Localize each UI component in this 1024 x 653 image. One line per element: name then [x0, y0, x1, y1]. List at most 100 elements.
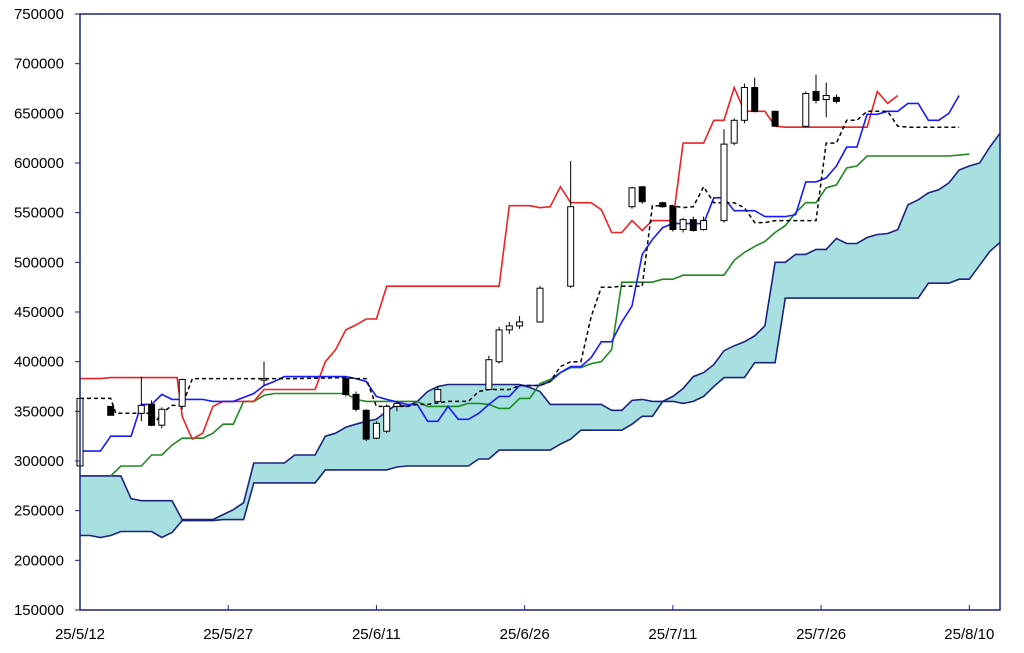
kumo-fill-segment: [866, 234, 878, 299]
lagging-span-line: [80, 85, 899, 441]
x-tick-label: 25/6/11: [352, 626, 401, 643]
candle-up: [567, 206, 575, 287]
kumo-fill-segment: [89, 475, 101, 538]
kumo-fill-segment: [928, 189, 940, 284]
x-tick-label: 25/7/26: [796, 626, 846, 643]
kumo-fill-segment: [457, 384, 469, 467]
kumo-fill-segment: [335, 426, 347, 471]
kumo-fill-segment: [989, 132, 1001, 253]
kumo-fill-segment: [79, 475, 91, 536]
kumo-fill-segment: [590, 404, 602, 431]
candle-down: [342, 378, 350, 396]
kumo-fill-segment: [641, 399, 653, 417]
kumo-fill-segment: [917, 192, 929, 300]
candle-up: [260, 378, 268, 381]
kumo-fill-segment: [100, 475, 111, 538]
candle-up: [802, 93, 810, 127]
candle-up: [700, 220, 708, 231]
candle-up: [720, 143, 728, 222]
y-tick-label: 450000: [14, 304, 64, 321]
y-tick-label: 200000: [14, 552, 64, 569]
kumo-fill-segment: [549, 404, 561, 451]
candle-up: [393, 402, 401, 407]
axes-layer: 150000 200000 250000 300000 350000 400000 4500…: [14, 6, 994, 643]
kumo-fill-segment: [294, 454, 306, 484]
base-line: [80, 110, 960, 422]
conversion-line: [80, 95, 960, 452]
y-tick-label: 600000: [14, 155, 64, 172]
kumo-fill-segment: [958, 165, 970, 280]
candle-up: [730, 119, 738, 144]
kumo-fill-segment: [887, 229, 899, 299]
kumo-fill-segment: [968, 162, 980, 281]
indicator-lines-layer: [80, 85, 970, 477]
candles-layer: [76, 74, 840, 476]
y-tick-label: 350000: [14, 403, 64, 420]
kumo-fill-segment: [815, 249, 827, 299]
kumo-fill-segment: [805, 248, 817, 299]
kumo-fill-segment: [304, 454, 316, 484]
kumo-fill-segment: [488, 384, 500, 460]
candle-down: [832, 96, 840, 102]
candle-down: [352, 393, 360, 410]
y-tick-label: 150000: [14, 602, 64, 619]
candle-up: [158, 408, 166, 426]
candle-up: [822, 95, 830, 100]
kumo-fill-segment: [324, 432, 336, 471]
kumo-fill-segment: [795, 254, 807, 299]
candle-up: [372, 422, 380, 439]
senkou-span-b-line: [80, 241, 1001, 539]
y-tick-label: 400000: [14, 354, 64, 371]
candle-up: [516, 321, 524, 327]
kumo-fill-segment: [130, 498, 142, 532]
kumo-fill-segment: [611, 409, 623, 431]
kumo-fill-segment: [406, 400, 418, 467]
y-tick-label: 650000: [14, 105, 64, 122]
senkou-span-a-line: [80, 132, 1001, 521]
candle-down: [669, 206, 677, 230]
y-tick-label: 550000: [14, 205, 64, 222]
kumo-fill-segment: [938, 182, 950, 284]
candle-down: [751, 87, 759, 112]
kumo-fill-segment: [110, 475, 122, 536]
candle-up: [485, 359, 493, 391]
candle-up: [383, 405, 391, 432]
candle-up: [505, 325, 513, 331]
kumo-fill-segment: [733, 341, 745, 378]
candle-down: [362, 409, 370, 440]
candle-down: [148, 403, 156, 426]
candle-up: [679, 219, 687, 231]
candle-up: [740, 87, 748, 121]
candle-down: [107, 405, 115, 416]
y-tick-label: 750000: [14, 6, 64, 23]
kumo-fill-segment: [161, 500, 173, 538]
kumo-fill-segment: [907, 199, 919, 299]
y-tick-label: 250000: [14, 503, 64, 520]
y-tick-label: 300000: [14, 453, 64, 470]
y-tick-label: 500000: [14, 254, 64, 271]
kumo-fill-segment: [273, 462, 285, 484]
kumo-fill-segment: [846, 243, 858, 299]
candle-up: [536, 287, 544, 323]
kumo-fill-segment: [539, 390, 551, 451]
kumo-fill-segment: [263, 462, 275, 484]
kumo-fill-segment: [979, 146, 991, 267]
kumo-fill-segment: [141, 500, 152, 532]
candle-down: [771, 110, 779, 127]
kumo-fill-segment: [478, 384, 490, 460]
x-tick-label: 25/8/10: [944, 626, 994, 643]
candle-down: [812, 91, 820, 101]
candle-up: [178, 379, 186, 407]
kumo-fill-segment: [468, 384, 480, 467]
y-tick-label: 700000: [14, 56, 64, 73]
kumo-fill-segment: [396, 404, 408, 468]
candle-down: [659, 202, 667, 208]
kumo-fill-segment: [253, 462, 265, 484]
candle-up: [628, 187, 636, 208]
kumo-fill-segment: [519, 384, 531, 451]
kumo-fill-segment: [580, 404, 592, 431]
kumo-cloud-layer: [79, 132, 1001, 539]
x-tick-label: 25/5/27: [203, 626, 253, 643]
